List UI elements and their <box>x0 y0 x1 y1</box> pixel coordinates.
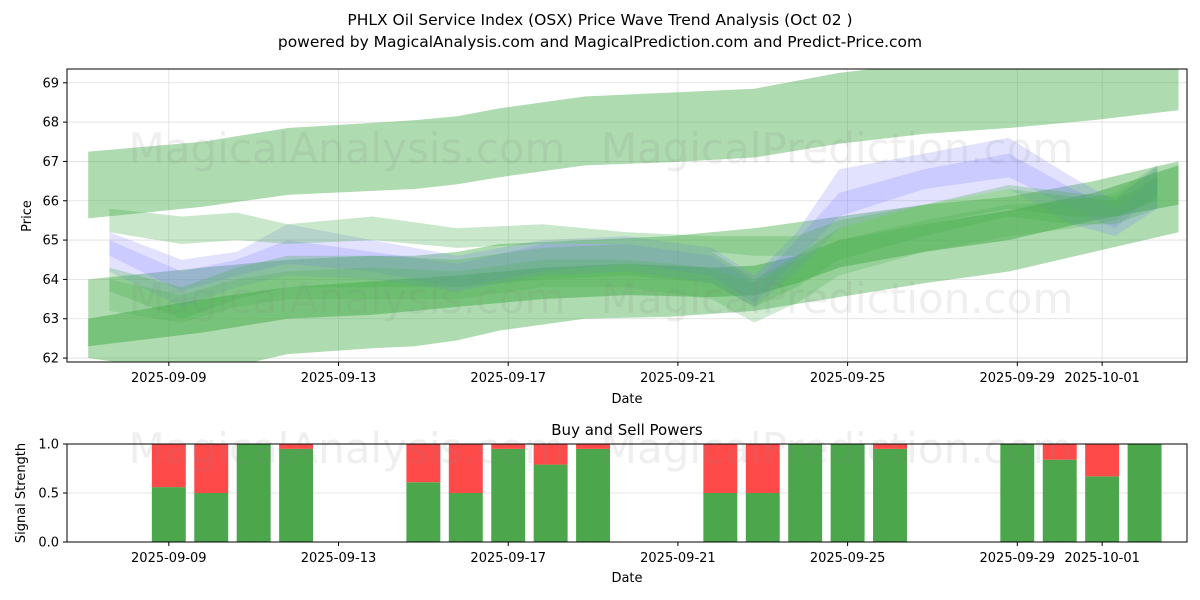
bar-ytick-label: 0.5 <box>38 487 59 502</box>
buy-bar <box>576 448 611 542</box>
price-ytick-label: 67 <box>42 155 59 170</box>
band-blue-wave-1 <box>109 137 1158 303</box>
price-y-axis: 62 63 64 65 66 67 68 69 <box>42 76 67 367</box>
buy-bar <box>788 444 823 542</box>
bar-y-axis-label: Signal Strength <box>14 443 29 543</box>
price-bands <box>88 69 1179 362</box>
bar-x-axis: 2025-09-09 2025-09-13 2025-09-17 2025-09-21… <box>131 542 1140 566</box>
watermark-top-right: MagicalPrediction.com <box>601 124 1074 173</box>
band-green-wave-1 <box>109 169 1158 319</box>
price-axes-frame <box>66 68 1188 363</box>
sell-bar <box>533 444 568 465</box>
bar-xtick-label: 2025-09-29 <box>980 551 1056 566</box>
price-xtick-label: 2025-10-01 <box>1064 371 1140 386</box>
buy-bar <box>279 448 314 542</box>
buy-sell-title: Buy and Sell Powers <box>551 421 703 439</box>
sell-bar <box>194 444 229 493</box>
buy-bar <box>1085 476 1120 542</box>
bar-ytick-label: 1.0 <box>38 438 59 453</box>
price-xtick-label: 2025-09-13 <box>301 371 377 386</box>
buy-bar <box>830 444 865 542</box>
sell-bar <box>873 444 907 449</box>
price-chart: MagicalAnalysis.com MagicalPrediction.co… <box>20 68 1188 407</box>
price-ytick-label: 62 <box>42 352 59 367</box>
sell-bar <box>406 444 441 483</box>
sell-bar <box>576 444 611 449</box>
band-core-band-1 <box>88 165 1179 347</box>
sell-bar <box>1042 444 1077 460</box>
buy-bar <box>194 493 229 542</box>
watermark-bottom-right: MagicalPrediction.com <box>601 274 1074 323</box>
price-y-axis-label: Price <box>20 200 35 232</box>
buy-bar <box>491 448 526 542</box>
sell-bar <box>491 444 526 449</box>
watermark-bottom-left: MagicalAnalysis.com <box>129 274 566 323</box>
price-x-axis-label: Date <box>611 392 642 407</box>
sell-bar <box>279 444 314 449</box>
bar-marks <box>151 444 1162 542</box>
price-xtick-label: 2025-09-25 <box>810 371 886 386</box>
band-green-wave-2 <box>109 177 1158 256</box>
bar-xtick-label: 2025-09-13 <box>301 551 377 566</box>
price-ytick-label: 64 <box>42 273 59 288</box>
price-ytick-label: 65 <box>42 234 59 249</box>
price-xtick-label: 2025-09-17 <box>470 371 546 386</box>
buy-bar <box>236 444 271 542</box>
bar-xtick-label: 2025-09-25 <box>810 551 886 566</box>
sell-bar <box>745 444 780 493</box>
buy-bar <box>703 493 738 542</box>
buy-bar <box>873 448 907 542</box>
buy-bar <box>1042 459 1077 542</box>
bar-x-axis-label: Date <box>611 571 642 586</box>
bar-y-axis: 0.0 0.5 1.0 <box>38 438 67 551</box>
watermark-bar-right: MagicalPrediction.com <box>601 424 1074 473</box>
watermark-top-left: MagicalAnalysis.com <box>129 124 566 173</box>
buy-bar <box>1000 444 1035 542</box>
bar-xtick-label: 2025-09-17 <box>470 551 546 566</box>
buy-bar <box>1127 444 1162 542</box>
price-ytick-label: 63 <box>42 312 59 327</box>
buy-bar <box>745 493 780 542</box>
band-green-wave-3 <box>109 165 1158 323</box>
band-upper-wide-band <box>88 69 1179 219</box>
bar-xtick-label: 2025-10-01 <box>1064 551 1140 566</box>
bar-xtick-label: 2025-09-09 <box>131 551 207 566</box>
sell-bar <box>151 444 186 488</box>
price-ytick-label: 69 <box>42 76 59 91</box>
price-xtick-label: 2025-09-29 <box>980 371 1056 386</box>
buy-bar <box>406 482 441 542</box>
price-x-axis: 2025-09-09 2025-09-13 2025-09-17 2025-09-21… <box>131 362 1140 386</box>
band-blue-wave-2 <box>109 153 1158 307</box>
bar-xtick-label: 2025-09-21 <box>640 551 716 566</box>
price-ytick-label: 68 <box>42 116 59 131</box>
bar-ytick-label: 0.0 <box>38 536 59 551</box>
buy-bar <box>448 493 483 542</box>
sell-bar <box>448 444 483 493</box>
chart-subtitle: powered by MagicalAnalysis.com and Magic… <box>278 33 922 51</box>
sell-bar <box>1085 444 1120 477</box>
chart-title: PHLX Oil Service Index (OSX) Price Wave … <box>347 11 852 29</box>
price-ytick-label: 66 <box>42 194 59 209</box>
price-xtick-label: 2025-09-21 <box>640 371 716 386</box>
buy-bar <box>151 487 186 542</box>
buy-bar <box>533 464 568 542</box>
sell-bar <box>703 444 738 493</box>
price-xtick-label: 2025-09-09 <box>131 371 207 386</box>
watermark-bar-left: MagicalAnalysis.com <box>129 424 566 473</box>
buy-sell-chart: Buy and Sell Powers MagicalAnalysis.com … <box>14 421 1188 586</box>
